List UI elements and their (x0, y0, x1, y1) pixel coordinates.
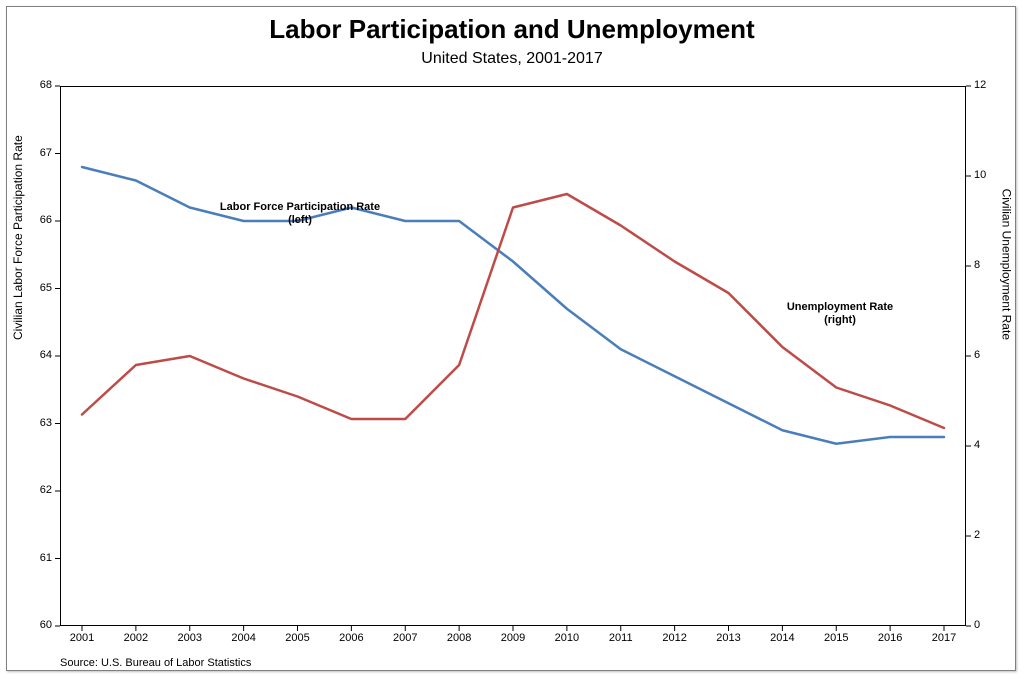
chart-page: Labor Participation and Unemployment Uni… (0, 0, 1024, 679)
x-tick-label: 2005 (285, 632, 309, 644)
x-tick-label: 2002 (124, 632, 148, 644)
x-tick-label: 2009 (501, 632, 525, 644)
series-label-participation: Labor Force Participation Rate (left) (220, 201, 380, 227)
x-tick-label: 2004 (231, 632, 255, 644)
plot-area (60, 86, 966, 626)
y-left-tick-label: 62 (40, 484, 52, 496)
chart-title: Labor Participation and Unemployment (0, 14, 1024, 45)
y-right-tick-label: 0 (974, 619, 980, 631)
y-left-tick-label: 61 (40, 552, 52, 564)
series-label-participation-line2: (left) (288, 214, 312, 226)
x-tick-label: 2003 (178, 632, 202, 644)
x-tick-label: 2010 (555, 632, 579, 644)
y-left-tick-label: 65 (40, 282, 52, 294)
series-label-unemployment-line2: (right) (824, 314, 856, 326)
source-text: Source: U.S. Bureau of Labor Statistics (60, 657, 251, 669)
y-left-tick-label: 67 (40, 147, 52, 159)
series-label-unemployment: Unemployment Rate (right) (787, 301, 893, 327)
y-left-tick-label: 63 (40, 417, 52, 429)
series-label-unemployment-line1: Unemployment Rate (787, 301, 893, 313)
x-tick-label: 2012 (662, 632, 686, 644)
y-left-tick-label: 60 (40, 619, 52, 631)
y-right-tick-label: 10 (974, 169, 986, 181)
x-tick-label: 2011 (609, 632, 633, 644)
x-tick-label: 2001 (70, 632, 94, 644)
x-tick-label: 2016 (878, 632, 902, 644)
chart-subtitle: United States, 2001-2017 (0, 50, 1024, 68)
y-left-tick-label: 66 (40, 214, 52, 226)
y-axis-label-left: Civilian Labor Force Participation Rate (11, 135, 25, 340)
y-right-tick-label: 4 (974, 439, 980, 451)
x-tick-label: 2013 (716, 632, 740, 644)
y-right-tick-label: 2 (974, 529, 980, 541)
series-label-participation-line1: Labor Force Participation Rate (220, 201, 380, 213)
y-right-tick-label: 6 (974, 349, 980, 361)
y-left-tick-label: 68 (40, 79, 52, 91)
y-axis-label-right: Civilian Unemployment Rate (999, 188, 1013, 339)
y-left-tick-label: 64 (40, 349, 52, 361)
x-tick-label: 2008 (447, 632, 471, 644)
x-tick-label: 2014 (770, 632, 794, 644)
x-tick-label: 2007 (393, 632, 417, 644)
y-right-tick-label: 8 (974, 259, 980, 271)
x-tick-label: 2017 (932, 632, 956, 644)
x-tick-label: 2015 (824, 632, 848, 644)
x-tick-label: 2006 (339, 632, 363, 644)
y-right-tick-label: 12 (974, 79, 986, 91)
